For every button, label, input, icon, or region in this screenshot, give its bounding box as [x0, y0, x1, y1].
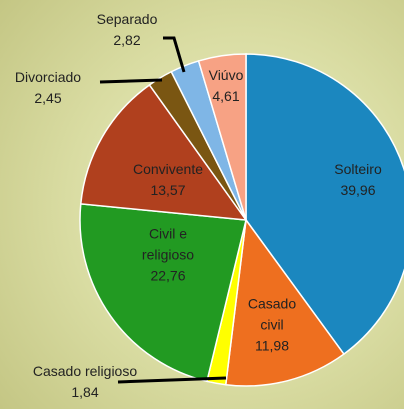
category-label: Casado civil — [247, 295, 297, 333]
category-label: Separado — [96, 11, 158, 27]
category-label: Casado religioso — [32, 363, 138, 379]
category-label: Solteiro — [334, 161, 382, 177]
pie-slice — [224, 218, 345, 387]
leader-line — [117, 376, 227, 384]
leader-line — [99, 78, 163, 84]
value-label: 11,98 — [255, 337, 289, 354]
leader-line — [163, 36, 186, 73]
category-label: Convivente — [132, 161, 204, 177]
value-label: 4,61 — [212, 88, 240, 104]
slice-label: Casado religioso 1,84 — [30, 361, 140, 403]
pie-slice — [79, 203, 247, 383]
slice-label: Separado 2,82 — [82, 9, 172, 51]
slice-label: Solteiro 39,96 — [313, 159, 403, 201]
category-label: Viúvo — [208, 67, 244, 83]
category-label: Divorciado — [14, 69, 82, 85]
slice-label: Civil e religioso 22,76 — [123, 224, 213, 287]
slice-label: Casado civil 11,98 — [237, 294, 307, 357]
value-label: 13,57 — [150, 182, 186, 198]
value-label: 2,45 — [34, 90, 62, 106]
leader-lines — [99, 36, 227, 384]
value-label: 39,96 — [340, 182, 376, 198]
slice-label: Convivente 13,57 — [113, 159, 223, 201]
value-label: 22,76 — [150, 267, 186, 284]
slice-label: Divorciado 2,45 — [0, 67, 98, 109]
value-label: 2,82 — [113, 32, 141, 48]
slice-label: Viúvo 4,61 — [196, 65, 256, 107]
pie-slice — [79, 83, 248, 221]
value-label: 1,84 — [71, 384, 99, 400]
category-label: Civil e religioso — [141, 225, 195, 263]
pie-slice — [197, 53, 247, 221]
